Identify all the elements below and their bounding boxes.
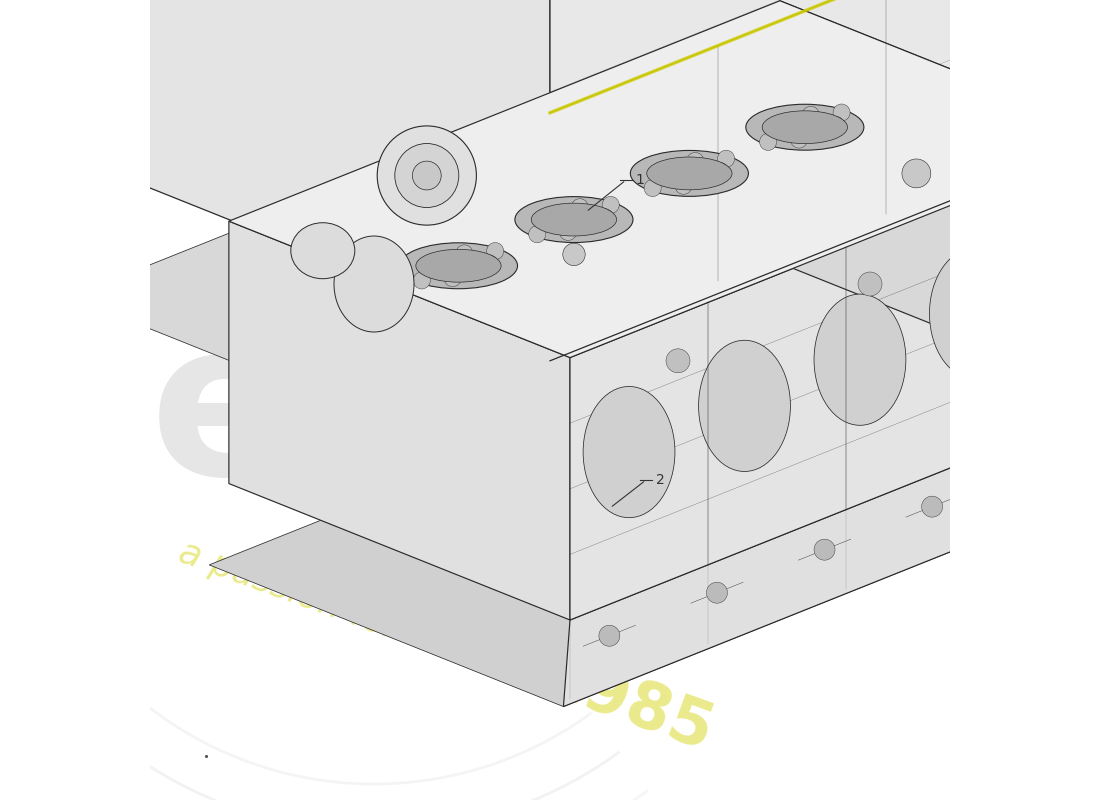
Ellipse shape bbox=[290, 222, 355, 278]
Circle shape bbox=[791, 131, 807, 148]
Ellipse shape bbox=[583, 386, 675, 518]
Ellipse shape bbox=[531, 203, 617, 236]
Ellipse shape bbox=[392, 144, 415, 160]
Ellipse shape bbox=[762, 111, 847, 144]
Circle shape bbox=[596, 209, 614, 226]
Circle shape bbox=[455, 245, 473, 262]
Circle shape bbox=[645, 179, 661, 197]
Circle shape bbox=[902, 159, 931, 188]
Circle shape bbox=[1030, 453, 1050, 474]
Polygon shape bbox=[102, 0, 550, 348]
Ellipse shape bbox=[416, 250, 502, 282]
Circle shape bbox=[448, 148, 456, 156]
Ellipse shape bbox=[630, 150, 748, 196]
Polygon shape bbox=[209, 334, 1100, 706]
Ellipse shape bbox=[698, 340, 791, 471]
Circle shape bbox=[858, 272, 882, 296]
Text: res: res bbox=[566, 311, 946, 520]
Polygon shape bbox=[780, 263, 1100, 476]
Polygon shape bbox=[774, 0, 1100, 207]
Circle shape bbox=[686, 153, 704, 170]
Circle shape bbox=[419, 259, 436, 277]
Circle shape bbox=[486, 242, 504, 259]
Text: 2: 2 bbox=[656, 473, 664, 487]
Polygon shape bbox=[563, 399, 1100, 706]
Circle shape bbox=[412, 161, 441, 190]
Polygon shape bbox=[570, 137, 1100, 620]
Bar bbox=[362, 28, 542, 176]
Circle shape bbox=[766, 121, 782, 138]
Ellipse shape bbox=[1016, 146, 1055, 192]
Polygon shape bbox=[550, 0, 1100, 348]
Circle shape bbox=[377, 126, 476, 225]
Circle shape bbox=[706, 582, 727, 603]
Circle shape bbox=[650, 167, 667, 184]
Polygon shape bbox=[780, 1, 1100, 399]
Ellipse shape bbox=[1056, 128, 1089, 154]
Circle shape bbox=[529, 226, 546, 242]
Ellipse shape bbox=[930, 248, 1021, 379]
Circle shape bbox=[666, 349, 690, 373]
Ellipse shape bbox=[814, 294, 906, 426]
Circle shape bbox=[398, 148, 407, 156]
Ellipse shape bbox=[334, 236, 414, 332]
Ellipse shape bbox=[399, 242, 517, 289]
Circle shape bbox=[1050, 195, 1074, 219]
Polygon shape bbox=[229, 221, 570, 620]
Circle shape bbox=[395, 143, 459, 207]
Circle shape bbox=[481, 255, 498, 272]
Circle shape bbox=[717, 150, 735, 167]
Circle shape bbox=[602, 196, 619, 214]
Polygon shape bbox=[774, 0, 1100, 79]
Ellipse shape bbox=[440, 144, 463, 160]
Circle shape bbox=[802, 106, 820, 123]
Circle shape bbox=[442, 142, 462, 162]
Ellipse shape bbox=[647, 157, 732, 190]
Circle shape bbox=[760, 134, 777, 150]
Polygon shape bbox=[229, 1, 1100, 358]
Circle shape bbox=[833, 104, 850, 121]
Ellipse shape bbox=[746, 104, 864, 150]
Circle shape bbox=[675, 178, 692, 194]
Circle shape bbox=[814, 539, 835, 560]
Circle shape bbox=[922, 496, 943, 517]
Circle shape bbox=[598, 626, 620, 646]
Circle shape bbox=[712, 162, 729, 179]
Circle shape bbox=[535, 214, 551, 230]
Circle shape bbox=[444, 270, 461, 286]
Polygon shape bbox=[550, 79, 1100, 489]
Circle shape bbox=[414, 272, 430, 289]
Circle shape bbox=[563, 243, 585, 266]
Circle shape bbox=[571, 198, 588, 216]
Circle shape bbox=[827, 116, 844, 134]
Circle shape bbox=[393, 142, 412, 162]
Text: 1: 1 bbox=[636, 173, 645, 187]
Text: eur: eur bbox=[150, 311, 556, 520]
Text: 1985: 1985 bbox=[534, 646, 723, 765]
Polygon shape bbox=[70, 15, 1100, 489]
Ellipse shape bbox=[515, 197, 632, 242]
Text: a passion for: a passion for bbox=[174, 535, 404, 647]
Circle shape bbox=[560, 223, 576, 241]
